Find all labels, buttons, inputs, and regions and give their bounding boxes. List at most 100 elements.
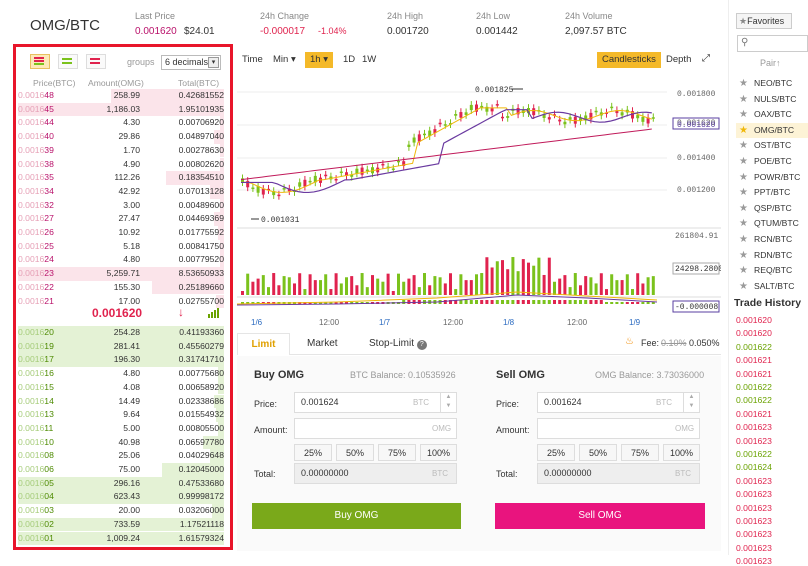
order-total: 0.45560279 bbox=[178, 340, 224, 351]
pair-column-header[interactable]: Pair↑ bbox=[760, 58, 781, 68]
buy-100-button[interactable]: 100% bbox=[420, 444, 457, 461]
ask-row[interactable]: 0.001648 258.99 0.42681552 bbox=[18, 89, 224, 103]
sell-amount-input[interactable]: OMG bbox=[537, 418, 700, 439]
bid-row[interactable]: 0.001614 14.49 0.02338686 bbox=[18, 394, 224, 409]
bid-row[interactable]: 0.001620 254.28 0.41193360 bbox=[18, 326, 224, 340]
star-icon[interactable]: ★ bbox=[739, 280, 748, 292]
view-both-icon[interactable] bbox=[30, 54, 50, 69]
bid-row[interactable]: 0.001611 5.00 0.00805500 bbox=[18, 421, 224, 436]
interval-1h[interactable]: 1h ▾ bbox=[305, 52, 333, 68]
ask-row[interactable]: 0.001635 112.26 0.18354510 bbox=[18, 171, 224, 185]
help-icon[interactable]: ? bbox=[416, 340, 427, 350]
stepper-icon[interactable]: ▲ ▼ bbox=[683, 393, 699, 412]
sidebar-pair-item[interactable]: ★ POE/BTC bbox=[736, 154, 808, 170]
stepper-icon[interactable]: ▲ ▼ bbox=[440, 393, 456, 412]
sidebar-pair-item[interactable]: ★ NEO/BTC bbox=[736, 76, 808, 92]
sell-price-value: 0.001624 bbox=[544, 397, 582, 407]
bid-row[interactable]: 0.001602 733.59 1.17521118 bbox=[18, 517, 224, 532]
sidebar-pair-item[interactable]: ★ RDN/BTC bbox=[736, 248, 808, 264]
bid-row[interactable]: 0.001616 4.80 0.00775680 bbox=[18, 367, 224, 381]
sidebar-pair-item[interactable]: ★ RCN/BTC bbox=[736, 232, 808, 248]
ask-row[interactable]: 0.001639 1.70 0.00278630 bbox=[18, 143, 224, 158]
ask-row[interactable]: 0.001623 5,259.71 8.53650933 bbox=[18, 267, 224, 281]
sidebar-pair-item[interactable]: ★ QTUM/BTC bbox=[736, 216, 808, 232]
star-icon[interactable]: ★ bbox=[739, 171, 748, 183]
interval-min[interactable]: Min ▾ bbox=[273, 54, 296, 65]
price-chart[interactable]: 0.001800 0.001620 0.001400 0.001200 0.001825… bbox=[237, 70, 721, 332]
ask-row[interactable]: 0.001625 5.18 0.00841750 bbox=[18, 239, 224, 254]
star-icon[interactable]: ★ bbox=[739, 93, 748, 105]
view-bids-icon[interactable] bbox=[58, 54, 78, 69]
ask-row[interactable]: 0.001621 17.00 0.02755700 bbox=[18, 294, 224, 309]
interval-1d[interactable]: 1D bbox=[343, 54, 356, 65]
bid-row[interactable]: 0.001617 196.30 0.31741710 bbox=[18, 353, 224, 368]
star-icon[interactable]: ★ bbox=[739, 187, 748, 199]
bid-row[interactable]: 0.001615 4.08 0.00658920 bbox=[18, 380, 224, 395]
star-icon[interactable]: ★ bbox=[739, 202, 748, 214]
bid-row[interactable]: 0.001608 25.06 0.04029648 bbox=[18, 449, 224, 463]
bid-row[interactable]: 0.001603 20.00 0.03206000 bbox=[18, 504, 224, 518]
pair-search-input[interactable]: ⚲ bbox=[737, 35, 808, 52]
sidebar-pair-item[interactable]: ★ POWR/BTC bbox=[736, 170, 808, 186]
sidebar-pair-item[interactable]: ★ OMG/BTC bbox=[736, 122, 808, 139]
star-icon[interactable]: ★ bbox=[739, 124, 748, 136]
ask-row[interactable]: 0.001626 10.92 0.01775592 bbox=[18, 226, 224, 240]
interval-1w[interactable]: 1W bbox=[362, 54, 377, 65]
ask-row[interactable]: 0.001640 29.86 0.04897040 bbox=[18, 130, 224, 144]
sell-50-button[interactable]: 50% bbox=[579, 444, 617, 461]
buy-50-button[interactable]: 50% bbox=[336, 444, 374, 461]
ask-row[interactable]: 0.001632 3.00 0.00489600 bbox=[18, 198, 224, 213]
ask-row[interactable]: 0.001622 155.30 0.25189660 bbox=[18, 280, 224, 295]
sell-100-button[interactable]: 100% bbox=[663, 444, 700, 461]
ask-row[interactable]: 0.001627 27.47 0.04469369 bbox=[18, 212, 224, 226]
bid-row[interactable]: 0.001606 75.00 0.12045000 bbox=[18, 463, 224, 477]
sidebar-pair-item[interactable]: ★ PPT/BTC bbox=[736, 185, 808, 201]
bid-row[interactable]: 0.001619 281.41 0.45560279 bbox=[18, 339, 224, 354]
buy-price-input[interactable]: 0.001624 BTC ▲ ▼ bbox=[294, 392, 457, 413]
pair-name: PPT/BTC bbox=[754, 187, 791, 198]
interval-time[interactable]: Time bbox=[242, 54, 263, 65]
sell-25-button[interactable]: 25% bbox=[537, 444, 575, 461]
ask-row[interactable]: 0.001634 42.92 0.07013128 bbox=[18, 184, 224, 199]
volume-bar bbox=[480, 273, 484, 295]
sidebar-pair-item[interactable]: ★ NULS/BTC bbox=[736, 92, 808, 108]
fullscreen-icon[interactable]: ⤢ bbox=[702, 53, 710, 64]
bid-row[interactable]: 0.001605 296.16 0.47533680 bbox=[18, 476, 224, 491]
star-icon[interactable]: ★ bbox=[739, 218, 748, 230]
bid-row[interactable]: 0.001613 9.64 0.01554932 bbox=[18, 408, 224, 422]
sidebar-pair-item[interactable]: ★ OAX/BTC bbox=[736, 107, 808, 123]
decimals-select[interactable]: 6 decimals ▾ bbox=[161, 55, 221, 70]
favorites-button[interactable]: ★Favorites bbox=[736, 13, 792, 29]
ask-row[interactable]: 0.001624 4.80 0.00779520 bbox=[18, 253, 224, 268]
tab-market[interactable]: Market bbox=[307, 338, 338, 349]
sidebar-pair-item[interactable]: ★ REQ/BTC bbox=[736, 263, 808, 279]
sidebar-pair-item[interactable]: ★ QSP/BTC bbox=[736, 201, 808, 217]
star-icon[interactable]: ★ bbox=[739, 140, 748, 152]
buy-25-button[interactable]: 25% bbox=[294, 444, 332, 461]
view-asks-icon[interactable] bbox=[86, 54, 106, 69]
bid-row[interactable]: 0.001610 40.98 0.06597780 bbox=[18, 435, 224, 450]
star-icon[interactable]: ★ bbox=[739, 249, 748, 261]
star-icon[interactable]: ★ bbox=[739, 234, 748, 245]
buy-amount-input[interactable]: OMG bbox=[294, 418, 457, 439]
candlesticks-button[interactable]: Candlesticks bbox=[597, 52, 661, 68]
sell-button[interactable]: Sell OMG bbox=[495, 503, 705, 529]
bid-row[interactable]: 0.001601 1,009.24 1.61579324 bbox=[18, 531, 224, 546]
ask-row[interactable]: 0.001645 1,186.03 1.95101935 bbox=[18, 102, 224, 117]
sidebar-pair-item[interactable]: ★ OST/BTC bbox=[736, 138, 808, 154]
star-icon[interactable]: ★ bbox=[739, 265, 748, 277]
depth-button[interactable]: Depth bbox=[666, 54, 692, 65]
tab-limit[interactable]: Limit bbox=[237, 333, 290, 355]
star-icon[interactable]: ★ bbox=[739, 156, 748, 167]
buy-75-button[interactable]: 75% bbox=[378, 444, 416, 461]
buy-button[interactable]: Buy OMG bbox=[252, 503, 461, 529]
ask-row[interactable]: 0.001638 4.90 0.00802620 bbox=[18, 157, 224, 172]
tab-stop-limit[interactable]: Stop-Limit ? bbox=[369, 338, 427, 350]
ask-row[interactable]: 0.001644 4.30 0.00706920 bbox=[18, 116, 224, 131]
star-icon[interactable]: ★ bbox=[739, 109, 748, 121]
bid-row[interactable]: 0.001604 623.43 0.99998172 bbox=[18, 490, 224, 505]
star-icon[interactable]: ★ bbox=[739, 78, 748, 89]
sell-price-input[interactable]: 0.001624 BTC ▲ ▼ bbox=[537, 392, 700, 413]
sidebar-pair-item[interactable]: ★ SALT/BTC bbox=[736, 279, 808, 295]
sell-75-button[interactable]: 75% bbox=[621, 444, 659, 461]
